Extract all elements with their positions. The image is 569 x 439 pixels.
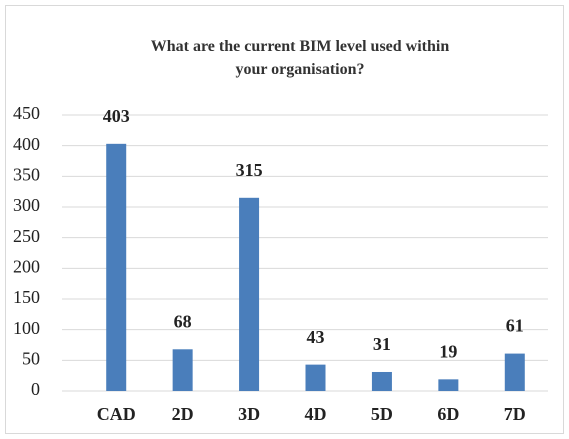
bar [504, 353, 525, 391]
y-tick-label: 200 [13, 256, 40, 276]
x-tick-label: 7D [504, 404, 526, 424]
bar [438, 379, 459, 391]
chart-title: What are the current BIM level used with… [150, 38, 450, 78]
bar [305, 364, 326, 391]
x-tick-label: 3D [238, 404, 260, 424]
data-label: 315 [236, 160, 263, 180]
y-tick-label: 100 [13, 318, 40, 338]
y-tick-label: 250 [13, 226, 40, 246]
data-label: 31 [373, 334, 391, 354]
y-tick-label: 300 [13, 195, 40, 215]
y-tick-label: 150 [13, 287, 40, 307]
data-label: 403 [103, 106, 130, 126]
x-tick-label: CAD [97, 404, 136, 424]
data-label: 61 [506, 316, 524, 336]
x-tick-label: 6D [437, 404, 459, 424]
y-tick-label: 400 [13, 134, 40, 154]
data-label: 68 [174, 311, 192, 331]
bar [371, 371, 392, 391]
x-tick-label: 2D [172, 404, 194, 424]
data-label: 19 [439, 341, 457, 361]
x-tick-label: 4D [305, 404, 327, 424]
chart-border [5, 5, 564, 434]
y-tick-label: 50 [22, 348, 40, 368]
y-tick-label: 450 [13, 103, 40, 123]
bar [106, 143, 127, 391]
x-tick-label: 5D [371, 404, 393, 424]
data-label: 43 [307, 327, 325, 347]
bar [172, 349, 193, 391]
y-tick-label: 0 [31, 379, 40, 399]
bar [239, 197, 260, 391]
y-tick-label: 350 [13, 164, 40, 184]
